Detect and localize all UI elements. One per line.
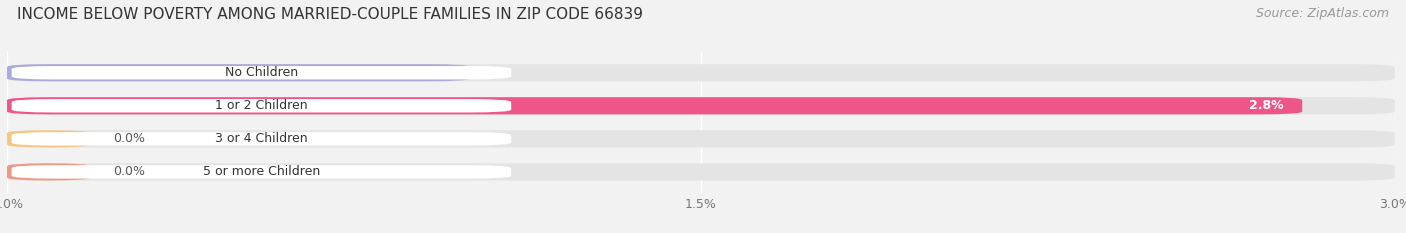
FancyBboxPatch shape (7, 64, 470, 81)
Text: 0.0%: 0.0% (114, 132, 145, 145)
FancyBboxPatch shape (11, 132, 512, 146)
Text: 1 or 2 Children: 1 or 2 Children (215, 99, 308, 112)
FancyBboxPatch shape (7, 97, 1302, 114)
Text: 5 or more Children: 5 or more Children (202, 165, 321, 178)
Text: 1.0%: 1.0% (416, 66, 451, 79)
FancyBboxPatch shape (7, 163, 90, 181)
FancyBboxPatch shape (11, 165, 512, 179)
Text: 0.0%: 0.0% (114, 165, 145, 178)
FancyBboxPatch shape (7, 130, 1395, 147)
Text: 3 or 4 Children: 3 or 4 Children (215, 132, 308, 145)
FancyBboxPatch shape (11, 99, 512, 113)
FancyBboxPatch shape (7, 97, 1395, 114)
Text: INCOME BELOW POVERTY AMONG MARRIED-COUPLE FAMILIES IN ZIP CODE 66839: INCOME BELOW POVERTY AMONG MARRIED-COUPL… (17, 7, 643, 22)
FancyBboxPatch shape (11, 66, 512, 79)
Text: No Children: No Children (225, 66, 298, 79)
Text: Source: ZipAtlas.com: Source: ZipAtlas.com (1256, 7, 1389, 20)
FancyBboxPatch shape (7, 64, 1395, 81)
Text: 2.8%: 2.8% (1249, 99, 1284, 112)
FancyBboxPatch shape (7, 130, 90, 147)
FancyBboxPatch shape (7, 163, 1395, 181)
